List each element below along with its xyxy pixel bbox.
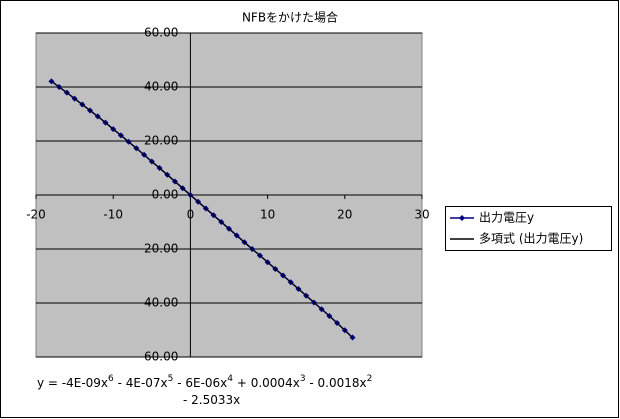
- equation-exponent: 2: [367, 374, 373, 384]
- x-tick-label: 20: [337, 208, 352, 222]
- x-tick-label: 10: [260, 208, 275, 222]
- equation-exponent: 5: [168, 374, 174, 384]
- y-tick-label: 60.00: [144, 26, 178, 40]
- equation-term: y = -4E-09x: [37, 376, 108, 390]
- legend-label: 出力電圧y: [479, 211, 534, 225]
- equation-exponent: 4: [227, 374, 233, 384]
- equation-term: - 4E-07x: [114, 376, 168, 390]
- trendline: [51, 80, 353, 338]
- trendline-equation: - 2.5033x: [183, 393, 240, 407]
- y-tick-label: 40.00: [144, 80, 178, 94]
- x-tick-label: -20: [26, 208, 46, 222]
- legend-box: [445, 206, 612, 251]
- equation-term: - 2.5033x: [183, 393, 240, 407]
- y-tick-label: -40.00: [140, 296, 179, 310]
- chart-title: NFBをかけた場合: [242, 10, 338, 25]
- y-tick-label: 20.00: [144, 134, 178, 148]
- equation-term: - 6E-06x: [173, 376, 227, 390]
- x-tick-label: -10: [103, 208, 123, 222]
- equation-exponent: 6: [108, 374, 114, 384]
- equation-term: + 0.0004x: [233, 376, 300, 390]
- trendline-equation: y = -4E-09x6​ - 4E-07x5​ - 6E-06x4​ + 0.…: [37, 374, 372, 390]
- y-tick-label: -20.00: [140, 242, 179, 256]
- equation-term: - 0.0018x: [306, 376, 367, 390]
- y-tick-label: -60.00: [140, 350, 179, 364]
- legend-label: 多項式 (出力電圧y): [479, 232, 583, 246]
- x-tick-label: 30: [414, 208, 429, 222]
- equation-exponent: 3: [300, 374, 306, 384]
- legend-marker: [459, 215, 465, 221]
